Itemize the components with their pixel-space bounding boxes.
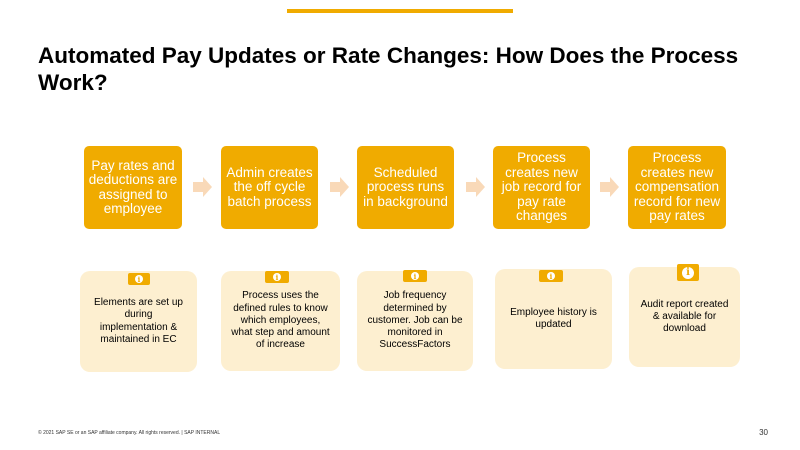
info-icon: i: [677, 264, 699, 281]
process-step-3: Scheduled process runs in background: [357, 146, 454, 229]
note-card-4: Employee history is updated: [495, 269, 612, 369]
process-step-4: Process creates new job record for pay r…: [493, 146, 590, 229]
info-icon: i: [128, 273, 150, 285]
note-card-2: Process uses the defined rules to know w…: [221, 271, 340, 371]
note-card-3: Job frequency determined by customer. Jo…: [357, 271, 473, 371]
note-card-5: Audit report created & available for dow…: [629, 267, 740, 367]
process-step-5: Process creates new compensation record …: [628, 146, 726, 229]
info-icon: i: [539, 270, 563, 282]
process-step-1: Pay rates and deductions are assigned to…: [84, 146, 182, 229]
arrow-right-icon: [600, 177, 619, 197]
arrow-right-icon: [466, 177, 485, 197]
info-icon: i: [265, 271, 289, 283]
arrow-right-icon: [330, 177, 349, 197]
note-card-1: Elements are set up during implementatio…: [80, 271, 197, 372]
arrow-right-icon: [193, 177, 212, 197]
info-icon: i: [403, 270, 427, 282]
page-number: 30: [759, 428, 768, 437]
copyright-footer: © 2021 SAP SE or an SAP affiliate compan…: [38, 430, 221, 436]
process-step-2: Admin creates the off cycle batch proces…: [221, 146, 318, 229]
top-accent-bar: [287, 9, 513, 13]
page-title: Automated Pay Updates or Rate Changes: H…: [38, 43, 739, 95]
